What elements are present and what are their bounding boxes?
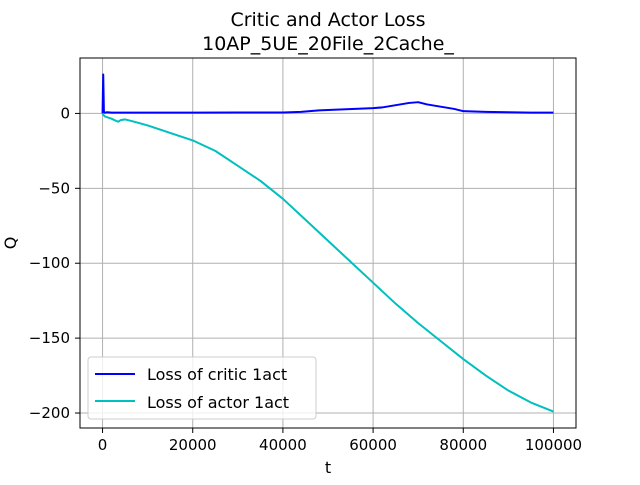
chart-title: Critic and Actor Loss <box>230 9 425 31</box>
chart-subtitle: 10AP_5UE_20File_2Cache_ <box>202 33 454 55</box>
y-tick-label: −200 <box>29 404 70 422</box>
actor-loss-line <box>101 112 554 413</box>
legend-label-actor: Loss of actor 1act <box>147 393 289 412</box>
x-tick-label: 20000 <box>169 436 217 454</box>
plot-frame <box>79 57 577 429</box>
y-tick-label: −100 <box>29 254 70 272</box>
y-axis-label: Q <box>1 237 20 250</box>
ticks-layer: 0 20000 40000 60000 80000 100000 0 −50 −100 −150 −… <box>29 104 582 454</box>
x-tick-label: 0 <box>98 436 108 454</box>
legend-box <box>87 356 317 420</box>
x-tick-label: 60000 <box>349 436 397 454</box>
y-tick-label: −150 <box>29 329 70 347</box>
x-tick-label: 100000 <box>525 436 582 454</box>
legend: Loss of critic 1act Loss of actor 1act <box>87 356 317 420</box>
x-tick-label: 40000 <box>259 436 307 454</box>
x-tick-label: 80000 <box>439 436 487 454</box>
grid-layer <box>80 58 576 428</box>
y-tick-label: 0 <box>60 104 70 122</box>
critic-loss-line <box>101 73 554 114</box>
x-axis-label: t <box>325 458 331 477</box>
legend-label-critic: Loss of critic 1act <box>147 365 287 384</box>
y-tick-label: −50 <box>38 179 70 197</box>
series-layer <box>101 73 554 413</box>
